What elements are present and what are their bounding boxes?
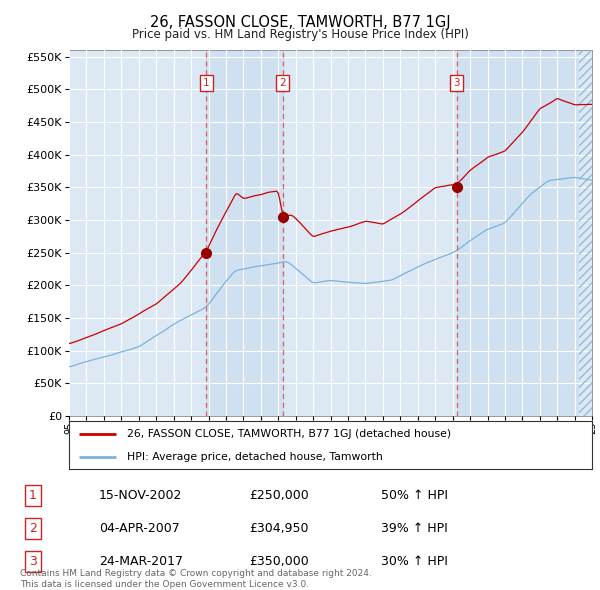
Text: 1: 1	[29, 489, 37, 502]
Bar	[206, 50, 283, 416]
Text: 2: 2	[280, 78, 286, 88]
Text: 3: 3	[29, 555, 37, 568]
Text: 04-APR-2007: 04-APR-2007	[99, 522, 180, 535]
Text: 2: 2	[29, 522, 37, 535]
Text: Contains HM Land Registry data © Crown copyright and database right 2024.
This d: Contains HM Land Registry data © Crown c…	[20, 569, 371, 589]
Text: HPI: Average price, detached house, Tamworth: HPI: Average price, detached house, Tamw…	[127, 452, 382, 462]
Text: £250,000: £250,000	[249, 489, 309, 502]
Text: 3: 3	[453, 78, 460, 88]
Text: £304,950: £304,950	[249, 522, 308, 535]
Bar	[579, 50, 600, 416]
Text: 50% ↑ HPI: 50% ↑ HPI	[381, 489, 448, 502]
Text: Price paid vs. HM Land Registry's House Price Index (HPI): Price paid vs. HM Land Registry's House …	[131, 28, 469, 41]
Text: 26, FASSON CLOSE, TAMWORTH, B77 1GJ: 26, FASSON CLOSE, TAMWORTH, B77 1GJ	[149, 15, 451, 30]
Bar	[457, 50, 600, 416]
Text: 24-MAR-2017: 24-MAR-2017	[99, 555, 183, 568]
Text: £350,000: £350,000	[249, 555, 309, 568]
Text: 39% ↑ HPI: 39% ↑ HPI	[381, 522, 448, 535]
Text: 26, FASSON CLOSE, TAMWORTH, B77 1GJ (detached house): 26, FASSON CLOSE, TAMWORTH, B77 1GJ (det…	[127, 429, 451, 439]
Text: 15-NOV-2002: 15-NOV-2002	[99, 489, 182, 502]
Text: 1: 1	[203, 78, 210, 88]
Text: 30% ↑ HPI: 30% ↑ HPI	[381, 555, 448, 568]
Bar	[579, 50, 600, 416]
